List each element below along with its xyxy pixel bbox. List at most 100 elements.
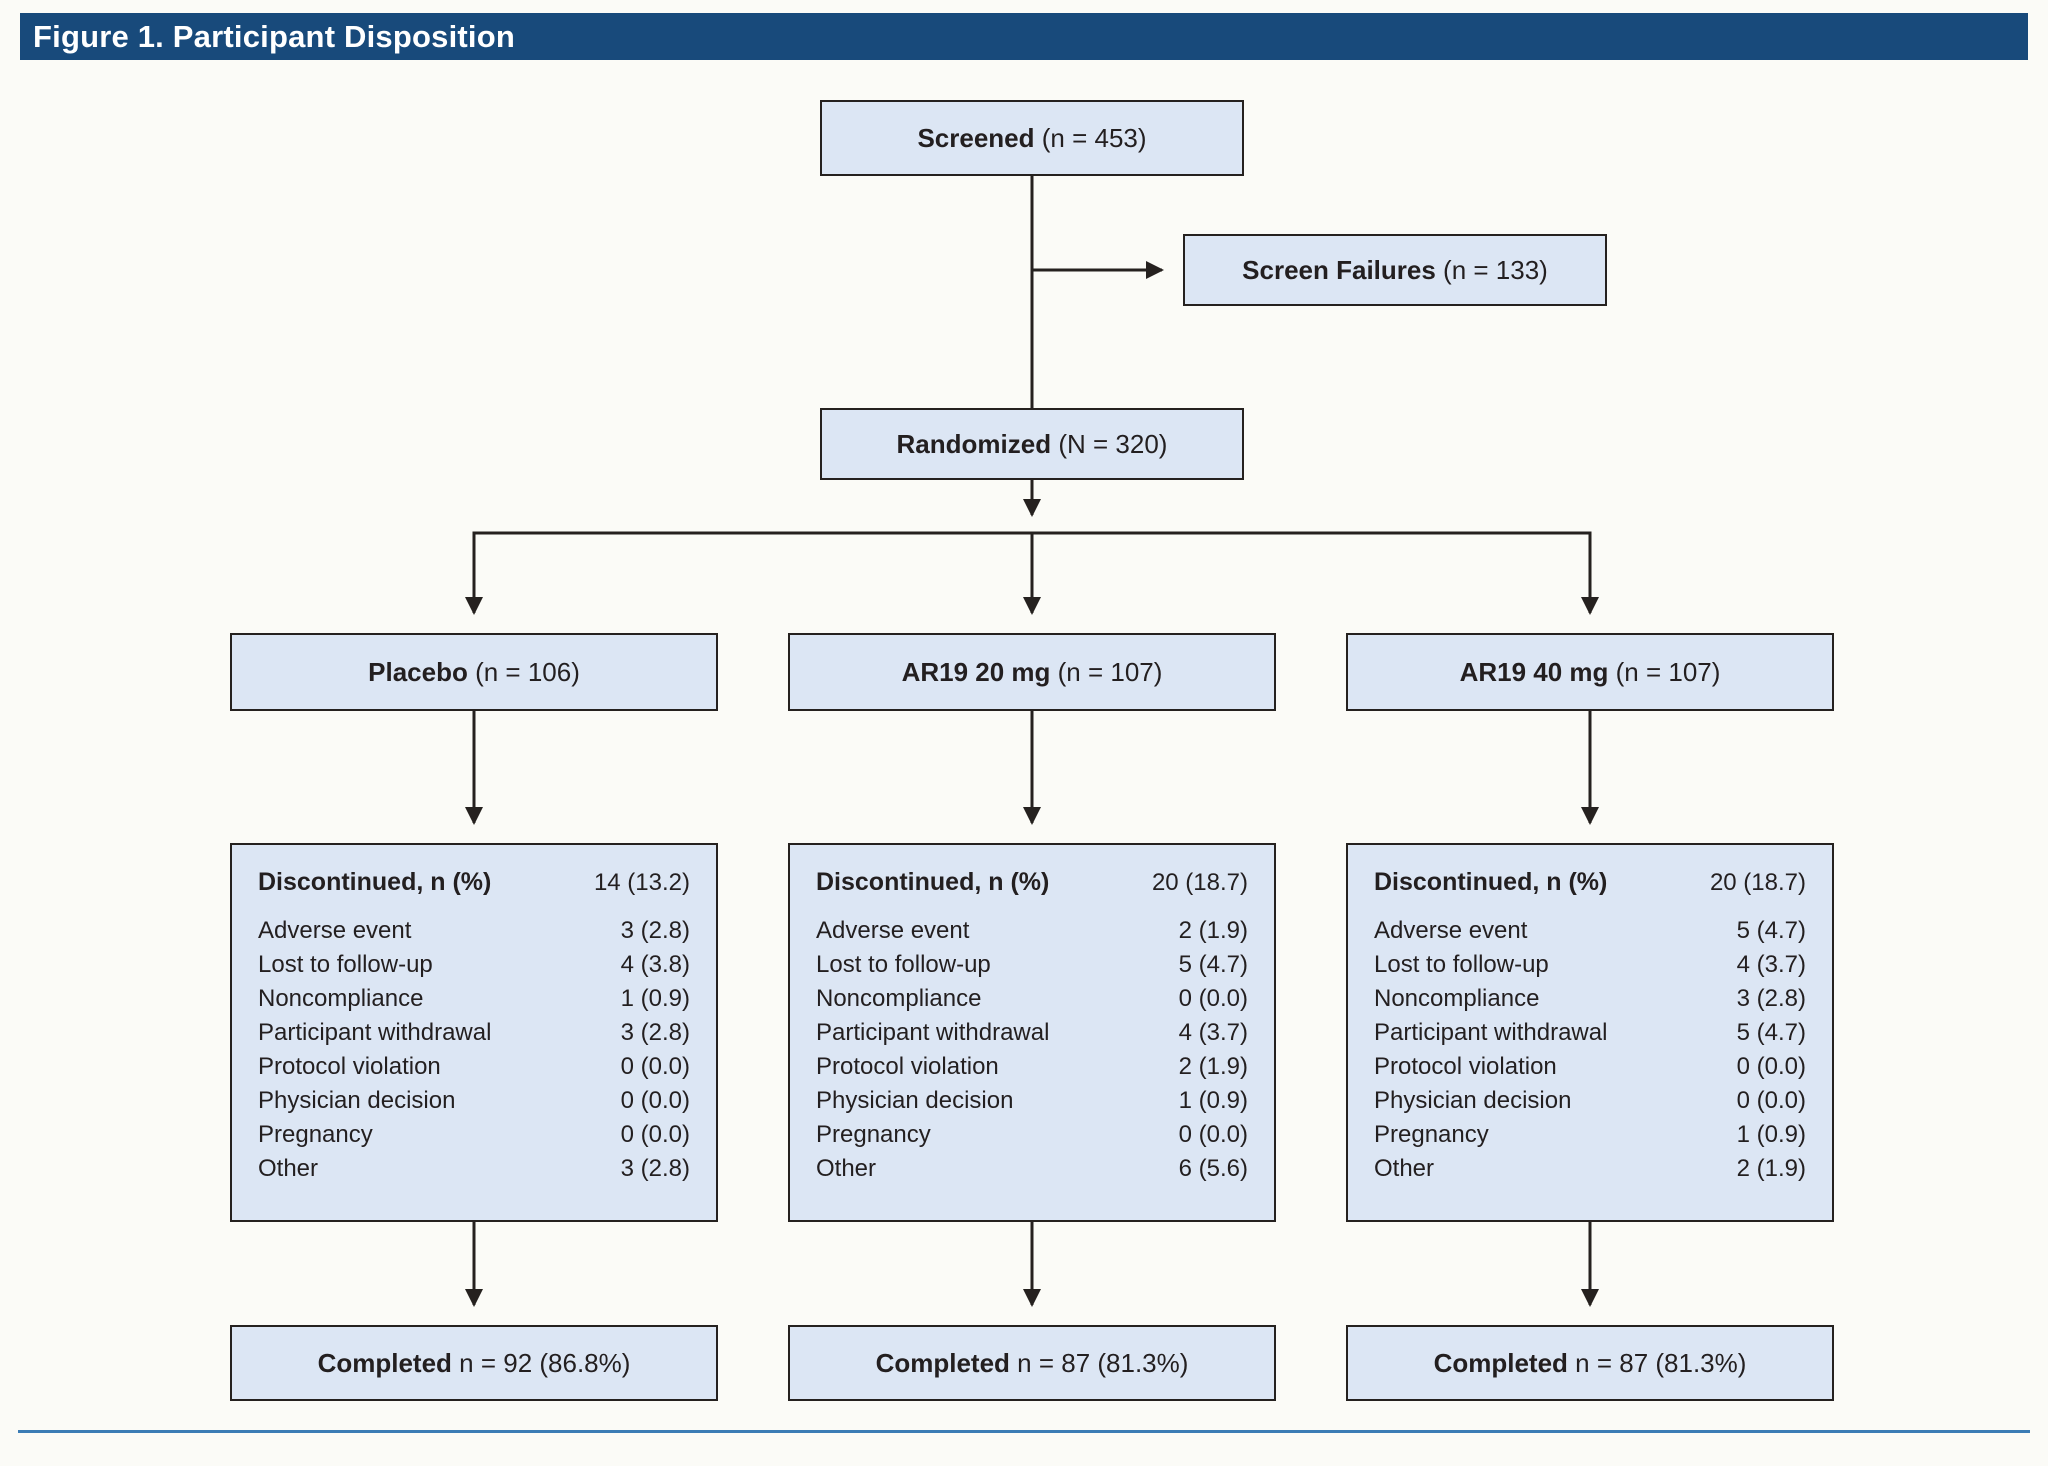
completed-label: Completed xyxy=(1433,1347,1568,1378)
reason-label: Lost to follow-up xyxy=(258,951,433,978)
bottom-rule xyxy=(18,1430,2030,1433)
reason-value: 5 (4.7) xyxy=(1178,951,1248,978)
reason-value: 3 (2.8) xyxy=(620,1155,690,1182)
reason-label: Participant withdrawal xyxy=(1374,1019,1608,1046)
arm-box-ar19-40mg: AR19 40 mg (n = 107) xyxy=(1346,633,1834,711)
arm-label: AR19 40 mg xyxy=(1459,656,1609,687)
reason-label: Protocol violation xyxy=(1374,1053,1557,1080)
completed-detail: n = 92 (86.8%) xyxy=(459,1347,631,1378)
reason-label: Noncompliance xyxy=(816,985,982,1012)
reason-value: 2 (1.9) xyxy=(1178,917,1248,944)
reason-row: Physician decision 1 (0.9) xyxy=(816,1084,1248,1118)
arm-detail: (n = 107) xyxy=(1057,656,1163,687)
screen-failures-label: Screen Failures xyxy=(1242,254,1436,285)
reason-label: Pregnancy xyxy=(1374,1121,1489,1148)
reason-label: Pregnancy xyxy=(816,1121,931,1148)
completed-label: Completed xyxy=(317,1347,452,1378)
arm-detail: (n = 106) xyxy=(475,656,580,687)
discontinued-header: Discontinued, n (%) xyxy=(258,868,492,896)
reason-row: Noncompliance 1 (0.9) xyxy=(258,982,690,1016)
reason-row: Pregnancy 0 (0.0) xyxy=(816,1118,1248,1152)
reason-row: Physician decision 0 (0.0) xyxy=(258,1084,690,1118)
reason-value: 0 (0.0) xyxy=(1178,985,1248,1012)
reason-row: Noncompliance 0 (0.0) xyxy=(816,982,1248,1016)
randomized-box: Randomized (N = 320) xyxy=(820,408,1244,480)
reason-row: Adverse event 2 (1.9) xyxy=(816,914,1248,948)
reason-value: 0 (0.0) xyxy=(620,1053,690,1080)
reason-row: Adverse event 3 (2.8) xyxy=(258,914,690,948)
reason-label: Participant withdrawal xyxy=(816,1019,1050,1046)
reason-value: 3 (2.8) xyxy=(1736,985,1806,1012)
reason-label: Other xyxy=(816,1155,877,1182)
reason-value: 0 (0.0) xyxy=(1736,1053,1806,1080)
reason-row: Lost to follow-up 5 (4.7) xyxy=(816,948,1248,982)
arm-label: Placebo xyxy=(368,656,468,687)
discontinued-header-row: Discontinued, n (%) 14 (13.2) xyxy=(258,865,690,900)
arm-box-ar19-20mg: AR19 20 mg (n = 107) xyxy=(788,633,1276,711)
reason-value: 5 (4.7) xyxy=(1736,917,1806,944)
reason-label: Noncompliance xyxy=(258,985,424,1012)
reason-value: 1 (0.9) xyxy=(620,985,690,1012)
reason-row: Adverse event 5 (4.7) xyxy=(1374,914,1806,948)
reason-label: Adverse event xyxy=(258,917,412,944)
reason-row: Pregnancy 0 (0.0) xyxy=(258,1118,690,1152)
reason-row: Participant withdrawal 4 (3.7) xyxy=(816,1016,1248,1050)
completed-detail: n = 87 (81.3%) xyxy=(1575,1347,1747,1378)
completed-box-placebo: Completed n = 92 (86.8%) xyxy=(230,1325,718,1401)
reason-label: Adverse event xyxy=(1374,917,1528,944)
discontinued-header-row: Discontinued, n (%) 20 (18.7) xyxy=(1374,865,1806,900)
figure-title-bar: Figure 1. Participant Disposition xyxy=(20,13,2028,60)
reason-value: 4 (3.8) xyxy=(620,951,690,978)
reason-row: Noncompliance 3 (2.8) xyxy=(1374,982,1806,1016)
reason-row: Participant withdrawal 3 (2.8) xyxy=(258,1016,690,1050)
discontinued-header: Discontinued, n (%) xyxy=(816,868,1050,896)
reason-label: Lost to follow-up xyxy=(1374,951,1549,978)
reason-value: 3 (2.8) xyxy=(620,917,690,944)
randomized-label: Randomized xyxy=(896,428,1052,459)
screen-failures-box: Screen Failures (n = 133) xyxy=(1183,234,1607,306)
reason-value: 1 (0.9) xyxy=(1736,1121,1806,1148)
reason-label: Physician decision xyxy=(258,1087,456,1114)
discontinued-total: 20 (18.7) xyxy=(1709,869,1806,896)
completed-box-ar19-40mg: Completed n = 87 (81.3%) xyxy=(1346,1325,1834,1401)
randomized-detail: (N = 320) xyxy=(1058,428,1168,459)
screened-detail: (n = 453) xyxy=(1041,122,1147,153)
figure-title: Figure 1. Participant Disposition xyxy=(33,18,515,54)
reason-row: Protocol violation 0 (0.0) xyxy=(1374,1050,1806,1084)
reason-label: Participant withdrawal xyxy=(258,1019,492,1046)
screened-label: Screened xyxy=(917,122,1035,153)
discontinued-total: 20 (18.7) xyxy=(1151,869,1248,896)
reason-row: Other 6 (5.6) xyxy=(816,1152,1248,1186)
reason-label: Physician decision xyxy=(1374,1087,1572,1114)
reason-value: 1 (0.9) xyxy=(1178,1087,1248,1114)
arm-box-placebo: Placebo (n = 106) xyxy=(230,633,718,711)
reason-label: Adverse event xyxy=(816,917,970,944)
reason-value: 0 (0.0) xyxy=(620,1087,690,1114)
discontinued-total: 14 (13.2) xyxy=(593,869,690,896)
reason-label: Protocol violation xyxy=(258,1053,441,1080)
discontinued-box-placebo: Discontinued, n (%) 14 (13.2) Adverse ev… xyxy=(230,843,718,1222)
reason-value: 5 (4.7) xyxy=(1736,1019,1806,1046)
reason-row: Pregnancy 1 (0.9) xyxy=(1374,1118,1806,1152)
reason-row: Lost to follow-up 4 (3.7) xyxy=(1374,948,1806,982)
reason-value: 4 (3.7) xyxy=(1736,951,1806,978)
discontinued-box-ar19-20mg: Discontinued, n (%) 20 (18.7) Adverse ev… xyxy=(788,843,1276,1222)
reason-label: Noncompliance xyxy=(1374,985,1540,1012)
arm-label: AR19 20 mg xyxy=(901,656,1051,687)
reason-label: Lost to follow-up xyxy=(816,951,991,978)
reason-row: Other 3 (2.8) xyxy=(258,1152,690,1186)
reason-label: Other xyxy=(1374,1155,1435,1182)
reason-value: 2 (1.9) xyxy=(1178,1053,1248,1080)
reason-value: 0 (0.0) xyxy=(1736,1087,1806,1114)
completed-label: Completed xyxy=(875,1347,1010,1378)
reason-value: 2 (1.9) xyxy=(1736,1155,1806,1182)
reason-label: Other xyxy=(258,1155,319,1182)
discontinued-header-row: Discontinued, n (%) 20 (18.7) xyxy=(816,865,1248,900)
discontinued-header: Discontinued, n (%) xyxy=(1374,868,1608,896)
reason-label: Physician decision xyxy=(816,1087,1014,1114)
reason-row: Physician decision 0 (0.0) xyxy=(1374,1084,1806,1118)
completed-box-ar19-20mg: Completed n = 87 (81.3%) xyxy=(788,1325,1276,1401)
reason-value: 0 (0.0) xyxy=(1178,1121,1248,1148)
discontinued-box-ar19-40mg: Discontinued, n (%) 20 (18.7) Adverse ev… xyxy=(1346,843,1834,1222)
